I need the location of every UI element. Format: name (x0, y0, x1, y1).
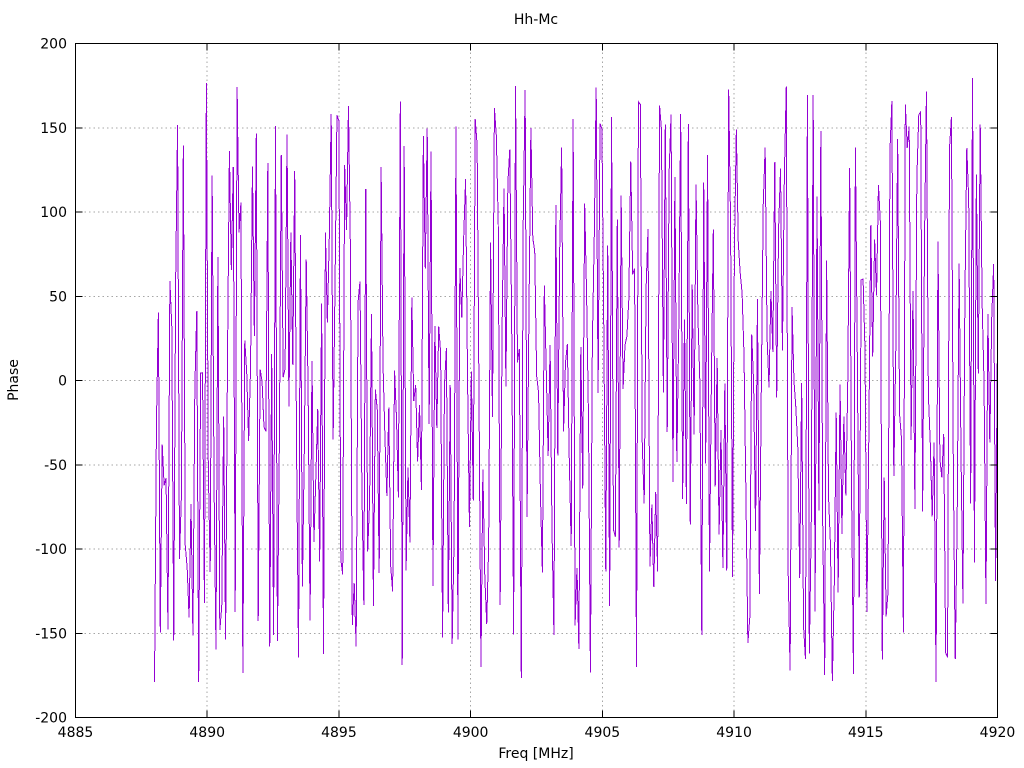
x-tick-label: 4890 (189, 725, 225, 741)
phase-trace-line (154, 77, 998, 683)
y-tick-label: -200 (35, 711, 67, 727)
x-tick-label: 4915 (848, 725, 884, 741)
y-tick-label: 200 (40, 37, 67, 53)
y-tick-label: -100 (35, 542, 67, 558)
y-tick-label: 50 (49, 289, 67, 305)
y-tick-label: 150 (40, 121, 67, 137)
x-tick-label: 4900 (453, 725, 489, 741)
y-tick-label: 100 (40, 205, 67, 221)
y-tick-labels: -200 -150 -100 -50 0 50 100 150 200 (35, 37, 67, 727)
x-tick-label: 4895 (321, 725, 357, 741)
y-axis-label: Phase (6, 359, 22, 401)
x-tick-label: 4885 (58, 725, 94, 741)
x-tick-label: 4920 (980, 725, 1016, 741)
x-axis-label: Freq [MHz] (498, 746, 573, 762)
phase-trace (154, 77, 998, 683)
axis-ticks (75, 43, 998, 718)
x-tick-label: 4905 (585, 725, 621, 741)
y-tick-label: -50 (44, 458, 67, 474)
x-tick-labels: 4885 4890 4895 4900 4905 4910 4915 4920 (58, 725, 1016, 741)
chart-title: Hh-Mc (514, 12, 558, 28)
y-tick-label: -150 (35, 626, 67, 642)
x-tick-label: 4910 (716, 725, 752, 741)
y-tick-label: 0 (58, 374, 67, 390)
